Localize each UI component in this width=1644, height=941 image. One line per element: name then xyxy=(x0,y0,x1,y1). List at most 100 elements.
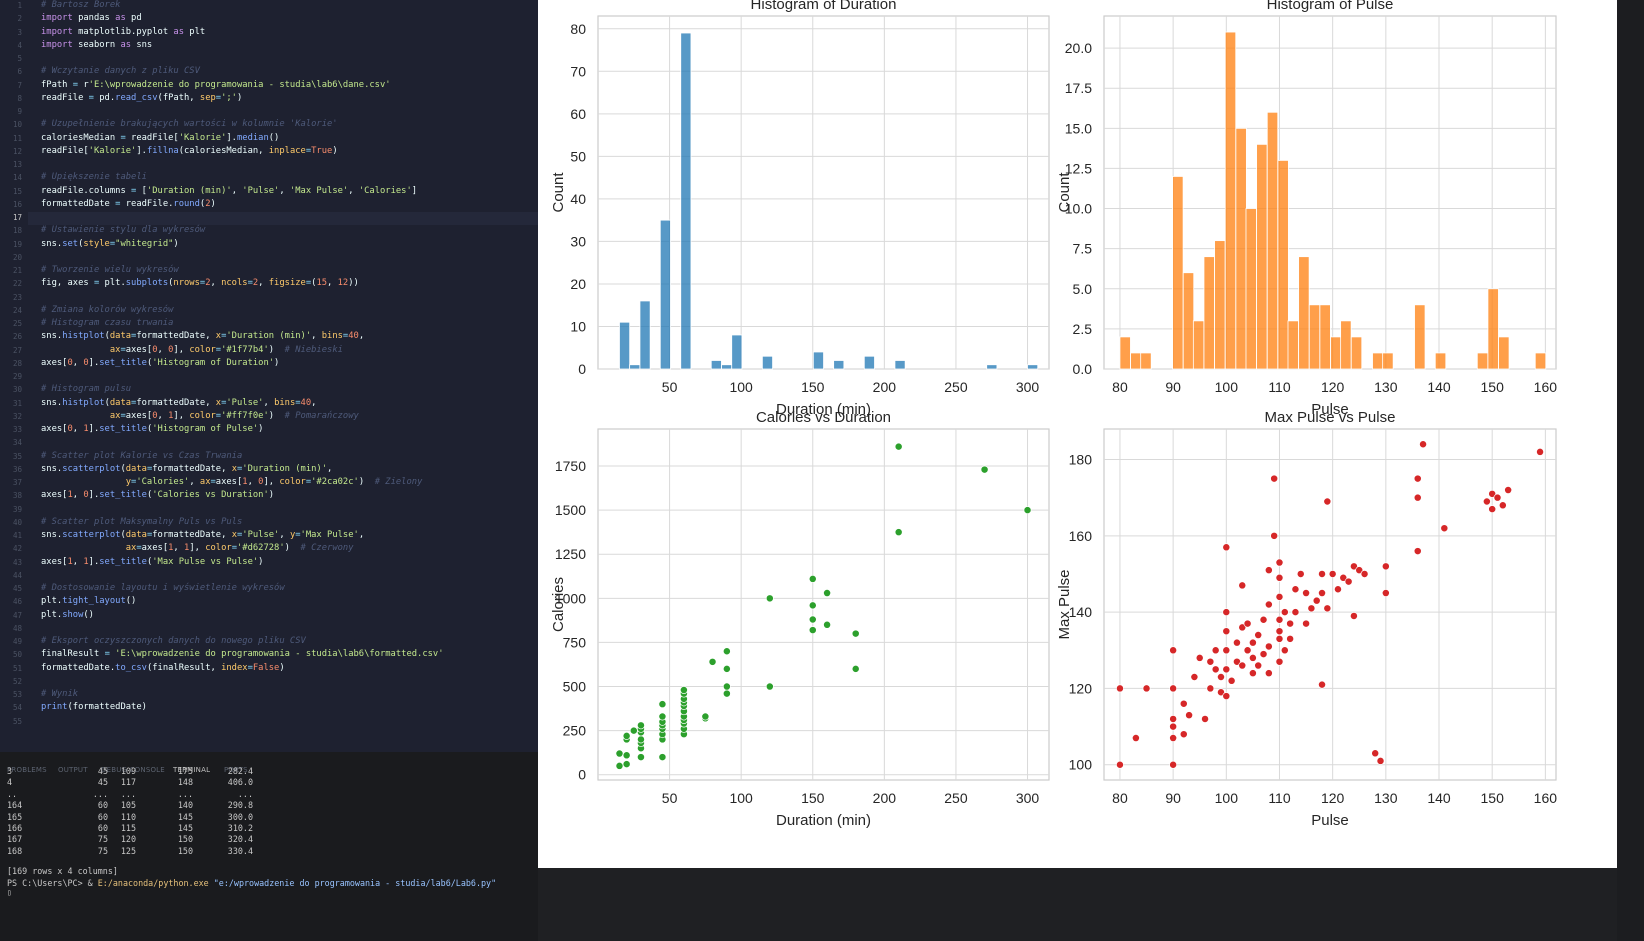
histogram-bar xyxy=(1487,288,1499,370)
code-line[interactable]: # Ustawienie stylu dla wykresów xyxy=(41,225,205,235)
code-line[interactable]: import matplotlib.pyplot as plt xyxy=(41,27,205,37)
code-token: (formattedDate) xyxy=(67,702,147,713)
code-token: , xyxy=(189,477,200,487)
code-line[interactable]: readFile = pd.read_csv(fPath, sep=';') xyxy=(41,93,242,103)
code-token: readFile[ xyxy=(41,145,89,156)
code-token: = xyxy=(236,463,243,474)
code-line[interactable]: print(formattedDate) xyxy=(41,702,147,712)
code-token: as xyxy=(173,26,185,37)
code-line[interactable]: # Scatter plot Kalorie vs Czas Trwania xyxy=(41,451,242,461)
code-line[interactable]: # Tworzenie wielu wykresów xyxy=(41,265,179,275)
panel-tab-output[interactable]: OUTPUT xyxy=(58,766,88,774)
code-line[interactable]: y='Calories', ax=axes[1, 0], color='#2ca… xyxy=(41,477,423,487)
scatter-point xyxy=(808,626,817,635)
code-token: '#ff7f0e' xyxy=(221,410,269,421)
code-line[interactable]: # Wynik xyxy=(41,689,78,699)
code-line[interactable]: sns.scatterplot(data=formattedDate, x='P… xyxy=(41,530,364,540)
code-line[interactable]: # Upiększenie tabeli xyxy=(41,172,147,182)
code-line[interactable]: fig, axes = plt.subplots(nrows=2, ncols=… xyxy=(41,278,359,288)
code-line[interactable]: plt.show() xyxy=(41,610,94,620)
code-line[interactable]: # Histogram pulsu xyxy=(41,384,131,394)
code-token: figsize xyxy=(268,278,306,289)
line-number: 30 xyxy=(12,385,22,395)
code-line[interactable]: ax=axes[0, 1], color='#ff7f0e') # Pomara… xyxy=(41,411,359,421)
code-line[interactable]: # Dostosowanie layoutu i wyświetlenie wy… xyxy=(41,583,285,593)
code-line[interactable]: sns.histplot(data=formattedDate, x='Dura… xyxy=(41,331,364,341)
code-line[interactable]: # Wczytanie danych z pliku CSV xyxy=(41,66,200,76)
code-token: finalResult xyxy=(41,649,105,660)
code-line[interactable]: # Uzupełnienie brakujących wartości w ko… xyxy=(41,119,338,129)
code-token: ) xyxy=(279,662,285,673)
code-line[interactable]: # Histogram czasu trwania xyxy=(41,318,173,328)
code-token: = xyxy=(72,79,79,90)
code-token: = xyxy=(295,397,301,408)
plot-area xyxy=(1103,428,1557,781)
code-line[interactable]: axes[1, 1].set_title('Max Pulse vs Pulse… xyxy=(41,557,263,567)
code-line[interactable]: sns.histplot(data=formattedDate, x='Puls… xyxy=(41,398,316,408)
code-token: = xyxy=(247,278,253,289)
y-tick-label: 0.0 xyxy=(1073,361,1093,377)
histogram-bar xyxy=(1192,320,1205,370)
code-token: # Bartosz Borek xyxy=(41,0,121,10)
terminal-cursor: ▯ xyxy=(7,888,12,897)
code-line[interactable]: import seaborn as sns xyxy=(41,40,152,50)
code-line[interactable]: # Scatter plot Maksymalny Puls vs Puls xyxy=(41,517,242,527)
code-line[interactable]: # Bartosz Borek xyxy=(41,0,120,10)
y-tick-label: 5.0 xyxy=(1073,281,1093,297)
terminal-cell: 45 xyxy=(97,777,108,788)
code-line[interactable]: import pandas as pd xyxy=(41,13,142,23)
code-token: , xyxy=(311,397,317,408)
code-line[interactable]: caloriesMedian = readFile['Kalorie'].med… xyxy=(41,133,279,143)
scatter-point xyxy=(1222,646,1231,655)
scatter-point xyxy=(1238,661,1247,670)
panel-tab-problems[interactable]: PROBLEMS xyxy=(7,766,47,774)
terminal-prompt[interactable]: PS C:\Users\PC> & E:/anaconda/python.exe… xyxy=(7,878,496,888)
code-line[interactable]: finalResult = 'E:\wprowadzenie do progra… xyxy=(41,649,444,659)
code-line[interactable]: ax=axes[1, 1], color='#d62728') # Czerwo… xyxy=(41,543,354,553)
histogram-bar xyxy=(1224,31,1237,370)
code-token: = xyxy=(221,331,227,342)
scatter-point xyxy=(1275,657,1284,666)
scatter-point xyxy=(722,689,731,698)
line-number: 34 xyxy=(12,438,22,448)
code-token: ) xyxy=(274,357,280,368)
x-tick-label: 160 xyxy=(1534,790,1558,806)
scatter-point xyxy=(1238,581,1247,590)
code-editor[interactable]: 1 2 3 4 5 6 7 8 9 10 11 12 13 14 15 16 17 18 19 20 21 22 23 24 2… xyxy=(0,0,538,752)
line-number: 10 xyxy=(12,120,22,130)
code-line[interactable]: sns.set(style="whitegrid") xyxy=(41,239,179,249)
code-token: # Upiększenie tabeli xyxy=(41,172,147,183)
code-line[interactable]: fPath = r'E:\wprowadzenie do programowan… xyxy=(41,80,391,90)
scatter-point xyxy=(1376,756,1385,765)
line-number: 12 xyxy=(12,146,22,156)
code-line[interactable]: axes[0, 1].set_title('Histogram of Pulse… xyxy=(41,424,263,434)
code-token xyxy=(41,411,110,421)
code-token: 'E:\wprowadzenie do programowania - stud… xyxy=(115,649,444,660)
code-line[interactable]: # Eksport oczyszczonych danych do nowego… xyxy=(41,636,306,646)
code-line[interactable]: ax=axes[0, 0], color='#1f77b4') # Niebie… xyxy=(41,345,343,355)
panel-tab-ports[interactable]: PORTS xyxy=(224,766,248,774)
panel-tab-debug-console[interactable]: DEBUG CONSOLE xyxy=(101,766,165,774)
code-token: ax xyxy=(109,410,121,421)
code-line[interactable]: # Zmiana kolorów wykresów xyxy=(41,305,173,315)
code-token: ( xyxy=(146,490,153,501)
code-line[interactable]: readFile['Kalorie'].fillna(caloriesMedia… xyxy=(41,146,338,156)
code-line[interactable]: sns.scatterplot(data=formattedDate, x='D… xyxy=(41,464,332,474)
code-token: False xyxy=(252,662,280,673)
code-token: 0 xyxy=(83,357,89,368)
code-line[interactable]: axes[1, 0].set_title('Calories vs Durati… xyxy=(41,490,274,500)
line-number: 23 xyxy=(12,292,22,302)
scatter-point xyxy=(1286,619,1295,628)
code-token: x xyxy=(231,530,237,540)
panel-tab-terminal[interactable]: TERMINAL xyxy=(173,766,211,774)
code-token: seaborn xyxy=(72,39,121,50)
code-token: ( xyxy=(120,530,126,540)
code-token: ) xyxy=(268,410,285,421)
code-token: ) xyxy=(236,92,243,103)
code-line[interactable]: plt.tight_layout() xyxy=(41,596,136,606)
code-line[interactable]: readFile.columns = ['Duration (min)', 'P… xyxy=(41,186,417,196)
code-line[interactable]: formattedDate = readFile.round(2) xyxy=(41,199,216,209)
code-line[interactable]: formattedDate.to_csv(finalResult, index=… xyxy=(41,663,285,673)
y-tick-label: 40 xyxy=(570,191,586,207)
code-line[interactable]: axes[0, 0].set_title('Histogram of Durat… xyxy=(41,358,279,368)
